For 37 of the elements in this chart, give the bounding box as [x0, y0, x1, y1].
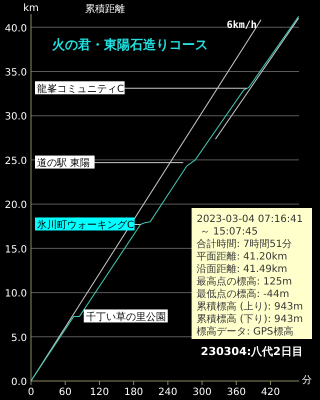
annotation: 2023-03-04 07:16:41: [196, 214, 303, 225]
annotation: 氷川町ウォーキングC: [37, 218, 134, 231]
annotation: 累積標高 (上り): 943m: [196, 300, 303, 312]
y-tick-label: 30.0: [4, 112, 27, 123]
annotation: 合計時間: 7時間51分: [196, 238, 292, 250]
annotation: 最低点の標高: -44m: [196, 288, 290, 300]
y-tick-label: 5.0: [11, 332, 27, 344]
annotation: 230304:八代2日目: [200, 345, 303, 358]
annotation: 道の駅 東陽: [37, 157, 90, 170]
x-tick-label: 420: [260, 387, 280, 398]
annotation: 平面距離: 41.20km: [196, 250, 288, 262]
x-tick-label: 360: [226, 387, 246, 398]
x-tick-label: 120: [90, 387, 109, 398]
chart-title: 累積距離: [85, 3, 125, 15]
y-axis-title: km: [23, 3, 39, 14]
x-tick-label: 0: [28, 387, 34, 398]
x-tick-label: 300: [192, 387, 212, 398]
x-axis-title: 分: [302, 374, 312, 386]
x-tick-label: 60: [58, 387, 72, 398]
y-tick-label: 25.0: [4, 156, 27, 167]
annotation: 累積標高 (下り): 943m: [196, 313, 303, 325]
series-label: 6km/h: [226, 20, 257, 32]
y-tick-label: 0.0: [11, 377, 27, 388]
annotation: 沿面距離: 41.49km: [196, 263, 288, 275]
annotation: ～ 15:07:45: [196, 226, 258, 238]
y-tick-label: 40.0: [4, 23, 27, 34]
x-tick-label: 240: [158, 387, 178, 398]
y-tick-label: 20.0: [4, 200, 27, 212]
annotation: 千丁い草の里公園: [86, 310, 166, 323]
annotation: 最高点の標高: 125m: [196, 276, 292, 288]
annotation: 標高データ: GPS標高: [196, 326, 294, 338]
y-tick-label: 10.0: [4, 288, 27, 300]
y-tick-label: 35.0: [4, 67, 27, 78]
y-tick-label: 15.0: [4, 244, 27, 256]
x-tick-label: 180: [124, 387, 144, 398]
annotation: 龍峯コミュニティC: [37, 82, 124, 95]
text: 火の君・東陽石造りコース: [51, 38, 208, 53]
